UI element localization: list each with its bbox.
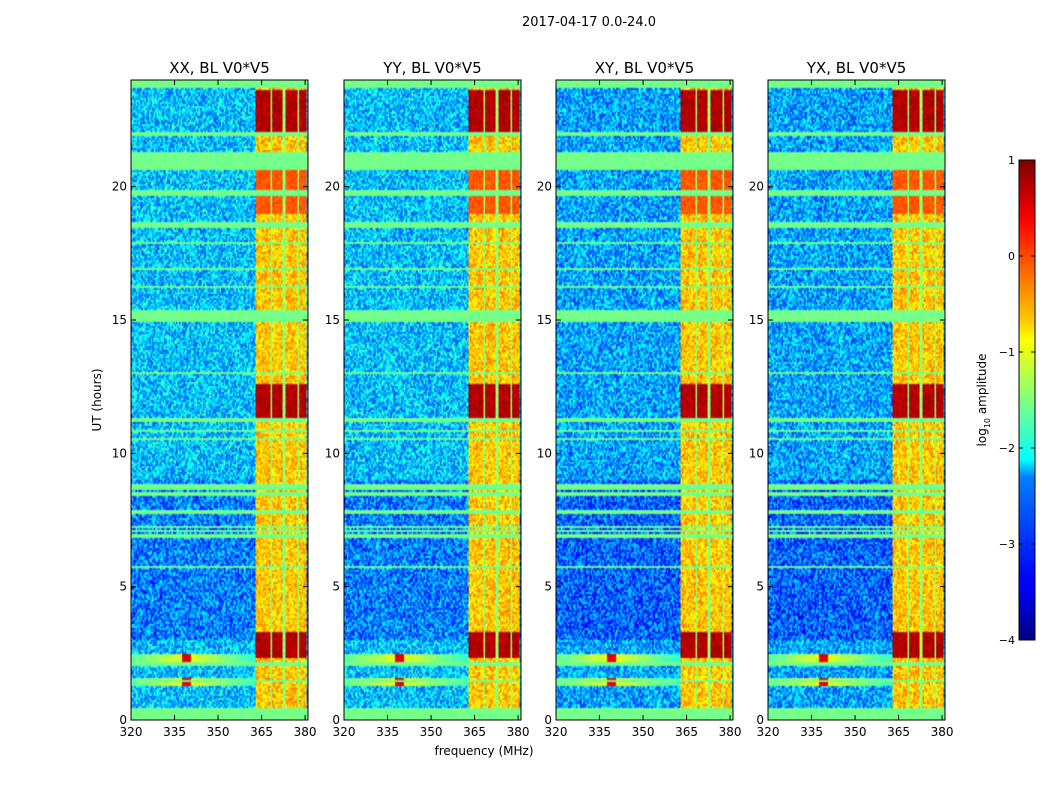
colorbar-tick-label: 1 [1008,154,1015,167]
heatmap-xx [131,80,308,720]
heatmap-yx [768,80,945,720]
axes-frame [130,79,309,721]
y-tick-label: 5 [544,580,552,594]
colorbar-label: log10 amplitude [975,354,992,447]
colorbar-tick-label: −1 [999,346,1015,359]
colorbar-tick-label: −4 [999,634,1015,647]
panel-title: XX, BL V0*V5 [169,59,270,77]
x-tick-label: 335 [588,725,611,739]
y-tick-label: 15 [112,313,127,327]
x-tick-label: 365 [250,725,273,739]
y-tick-label: 15 [749,313,764,327]
colorbar-label-tail: amplitude [975,354,989,418]
x-tick-label: 350 [632,725,655,739]
axes-frame [343,79,522,721]
x-tick-label: 380 [294,725,317,739]
panel-yy: YY, BL V0*V5 320 335 350 365 380 0 5 10 15 20 [325,59,530,739]
heatmap-yy [344,80,521,720]
x-tick-label: 320 [757,725,780,739]
y-tick-label: 20 [537,180,552,194]
x-tick-label: 320 [333,725,356,739]
x-axis-label: frequency (MHz) [434,744,533,758]
y-tick-label: 5 [756,580,764,594]
colorbar-tick-label: −3 [999,538,1015,551]
x-tick-label: 335 [800,725,823,739]
panel-xy: XY, BL V0*V5 320 335 350 365 380 0 5 10 15 20 [537,59,742,739]
colorbar-label-main: log [975,428,989,446]
y-axis-label: UT (hours) [90,368,104,431]
x-tick-label: 380 [507,725,530,739]
y-tick-label: 20 [112,180,127,194]
x-tick-label: 335 [376,725,399,739]
panel-yx: YX, BL V0*V5 320 335 350 365 380 0 5 10 15 20 [749,59,954,739]
panel-xx: XX, BL V0*V5 320 335 350 365 380 0 5 10 15 20 [112,59,317,739]
colorbar-gradient [1018,159,1036,641]
heatmap-xy [556,80,733,720]
x-tick-label: 380 [931,725,954,739]
x-tick-label: 350 [207,725,230,739]
y-tick-label: 10 [749,446,764,460]
colorbar-label-sub: 10 [983,418,992,428]
x-tick-label: 365 [675,725,698,739]
axes-frame [767,79,946,721]
x-tick-label: 350 [844,725,867,739]
panel-title: XY, BL V0*V5 [595,59,695,77]
colorbar-ticks: 1 0 −1 −2 −3 −4 [999,154,1035,647]
colorbar-tick-label: −2 [999,442,1015,455]
x-tick-label: 320 [120,725,143,739]
y-tick-label: 0 [119,713,127,727]
axes-frame [555,79,734,721]
y-tick-label: 10 [112,446,127,460]
figure-suptitle: 2017-04-17 0.0-24.0 [522,15,656,30]
y-tick-label: 10 [537,446,552,460]
y-tick-label: 0 [756,713,764,727]
y-tick-label: 15 [537,313,552,327]
y-tick-label: 15 [325,313,340,327]
panel-title: YX, BL V0*V5 [806,59,907,77]
colorbar: 10−1−2−3−4 log10 amplitude [975,154,1036,647]
y-tick-label: 20 [325,180,340,194]
y-tick-label: 10 [325,446,340,460]
x-tick-label: 320 [545,725,568,739]
x-tick-label: 365 [887,725,910,739]
y-tick-label: 0 [544,713,552,727]
x-tick-label: 335 [163,725,186,739]
panel-title: YY, BL V0*V5 [382,59,481,77]
x-tick-label: 365 [463,725,486,739]
y-tick-label: 5 [332,580,340,594]
colorbar-tick-label: 0 [1008,250,1015,263]
y-tick-label: 5 [119,580,127,594]
y-tick-label: 0 [332,713,340,727]
y-tick-label: 20 [749,180,764,194]
x-tick-label: 350 [420,725,443,739]
x-tick-label: 380 [719,725,742,739]
